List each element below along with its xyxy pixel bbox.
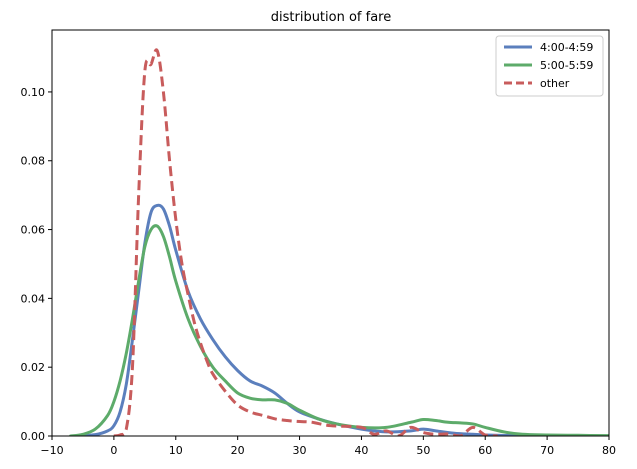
x-tick-label: 30 <box>293 444 307 457</box>
chart-title: distribution of fare <box>271 10 391 25</box>
x-tick-label: 10 <box>169 444 183 457</box>
axes-frame <box>51 29 610 437</box>
legend-label: other <box>540 77 570 90</box>
series-line-other <box>113 48 498 436</box>
x-tick-label: 60 <box>478 444 492 457</box>
x-tick-label: 40 <box>354 444 368 457</box>
x-tick-label: 50 <box>416 444 430 457</box>
y-tick-label: 0.02 <box>21 361 46 374</box>
x-tick-label: 80 <box>602 444 616 457</box>
y-axis: 0.00 0.02 0.04 0.06 0.08 0.10 <box>21 86 52 443</box>
x-tick-label: 0 <box>110 444 117 457</box>
legend: 4:00-4:59 5:00-5:59 other <box>495 35 604 97</box>
x-tick-label: −10 <box>40 444 63 457</box>
x-tick-label: 70 <box>540 444 554 457</box>
x-tick-label: 20 <box>231 444 245 457</box>
legend-label: 4:00-4:59 <box>540 41 593 54</box>
y-tick-label: 0.06 <box>21 224 46 237</box>
x-axis: −10 0 10 20 30 40 50 60 70 80 <box>40 436 616 457</box>
y-tick-label: 0.08 <box>21 155 46 168</box>
y-tick-label: 0.00 <box>21 430 46 443</box>
legend-box <box>495 35 604 97</box>
series-line-5-00-5-59 <box>69 224 609 436</box>
y-tick-label: 0.04 <box>21 292 46 305</box>
y-tick-label: 0.10 <box>21 86 46 99</box>
plot-lines <box>69 48 609 436</box>
series-line-4-00-4-59 <box>75 203 609 436</box>
legend-label: 5:00-5:59 <box>540 59 593 72</box>
